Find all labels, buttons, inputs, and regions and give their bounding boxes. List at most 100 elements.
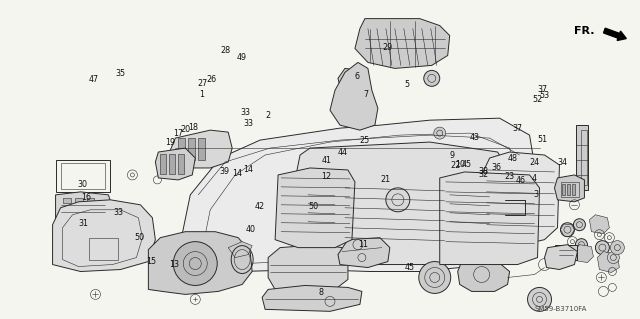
- Text: 12: 12: [321, 173, 332, 182]
- Text: 3: 3: [533, 190, 538, 199]
- Text: 42: 42: [254, 202, 264, 211]
- Text: 44: 44: [337, 148, 348, 157]
- Bar: [568, 184, 570, 195]
- FancyArrow shape: [604, 28, 627, 41]
- Bar: [198, 138, 205, 160]
- Text: 34: 34: [557, 158, 568, 167]
- Text: FR.: FR.: [575, 26, 595, 35]
- Circle shape: [424, 70, 440, 86]
- Text: 48: 48: [508, 154, 518, 163]
- Text: 27: 27: [197, 79, 207, 88]
- Bar: [161, 154, 166, 174]
- Bar: [170, 154, 175, 174]
- Circle shape: [419, 262, 451, 293]
- Bar: [74, 198, 83, 203]
- Text: 33: 33: [241, 108, 251, 117]
- Circle shape: [434, 127, 445, 139]
- Bar: [86, 198, 95, 203]
- Circle shape: [573, 219, 586, 231]
- Text: 32: 32: [479, 170, 488, 179]
- Circle shape: [386, 188, 410, 212]
- Bar: [563, 184, 566, 195]
- Text: 17: 17: [173, 129, 183, 138]
- Text: 39: 39: [219, 167, 229, 176]
- Text: 37: 37: [537, 85, 547, 94]
- Text: 50: 50: [308, 202, 319, 211]
- Circle shape: [607, 252, 620, 263]
- Text: 14: 14: [243, 165, 253, 174]
- Polygon shape: [589, 215, 609, 234]
- Text: 47: 47: [88, 75, 99, 84]
- Text: 41: 41: [321, 156, 332, 165]
- Text: 46: 46: [516, 176, 525, 185]
- Text: 43: 43: [470, 133, 479, 142]
- Bar: [188, 138, 195, 160]
- Bar: [572, 184, 575, 195]
- Bar: [61, 163, 106, 189]
- Text: 50: 50: [135, 233, 145, 242]
- Polygon shape: [545, 245, 577, 270]
- Polygon shape: [175, 118, 534, 271]
- Circle shape: [595, 241, 609, 255]
- Text: 16: 16: [81, 193, 92, 202]
- Polygon shape: [554, 175, 584, 202]
- Text: 53: 53: [540, 91, 550, 100]
- Text: 11: 11: [358, 240, 369, 249]
- Text: 2: 2: [265, 111, 270, 120]
- Text: 28: 28: [220, 46, 230, 56]
- Polygon shape: [338, 68, 362, 88]
- Text: 29: 29: [382, 43, 392, 52]
- Polygon shape: [355, 19, 450, 68]
- Circle shape: [173, 241, 217, 286]
- Polygon shape: [228, 241, 252, 257]
- Text: 33: 33: [243, 119, 253, 129]
- Polygon shape: [338, 238, 390, 268]
- Text: 35: 35: [116, 69, 126, 78]
- Bar: [577, 125, 588, 190]
- Text: 25: 25: [360, 136, 370, 145]
- Circle shape: [527, 287, 552, 311]
- Text: 38: 38: [479, 167, 488, 176]
- Polygon shape: [156, 148, 195, 180]
- Circle shape: [561, 223, 575, 237]
- Text: 31: 31: [79, 219, 89, 227]
- Text: 23: 23: [504, 173, 514, 182]
- Text: 45: 45: [404, 263, 415, 272]
- Circle shape: [575, 239, 588, 251]
- Text: 51: 51: [537, 135, 547, 144]
- Circle shape: [611, 241, 625, 255]
- Text: 1: 1: [199, 90, 204, 99]
- Text: 4: 4: [531, 174, 536, 183]
- Text: 21: 21: [381, 175, 391, 184]
- Text: 7: 7: [364, 90, 369, 99]
- Bar: [56, 160, 111, 192]
- Polygon shape: [275, 168, 355, 248]
- Bar: [561, 182, 579, 197]
- Bar: [581, 130, 588, 185]
- Polygon shape: [330, 63, 378, 130]
- Text: 9: 9: [450, 151, 455, 160]
- Text: 14: 14: [232, 169, 242, 178]
- Bar: [63, 198, 70, 203]
- Polygon shape: [295, 142, 509, 264]
- Polygon shape: [575, 245, 593, 263]
- Text: 20: 20: [180, 125, 190, 134]
- Text: 36: 36: [492, 163, 501, 172]
- Polygon shape: [482, 152, 559, 248]
- Polygon shape: [52, 200, 156, 271]
- Bar: [88, 238, 118, 260]
- Text: 52: 52: [532, 95, 542, 104]
- Text: 15: 15: [147, 257, 156, 266]
- Text: 8: 8: [319, 288, 324, 297]
- Text: 18: 18: [189, 123, 198, 132]
- Text: 19: 19: [165, 138, 175, 147]
- Bar: [179, 154, 184, 174]
- Polygon shape: [56, 192, 113, 228]
- Text: 24: 24: [529, 158, 540, 167]
- Bar: [556, 245, 577, 260]
- Text: 6: 6: [355, 72, 360, 81]
- Bar: [179, 138, 186, 160]
- Polygon shape: [597, 252, 620, 272]
- Text: 26: 26: [206, 75, 216, 84]
- Text: 10: 10: [456, 160, 465, 169]
